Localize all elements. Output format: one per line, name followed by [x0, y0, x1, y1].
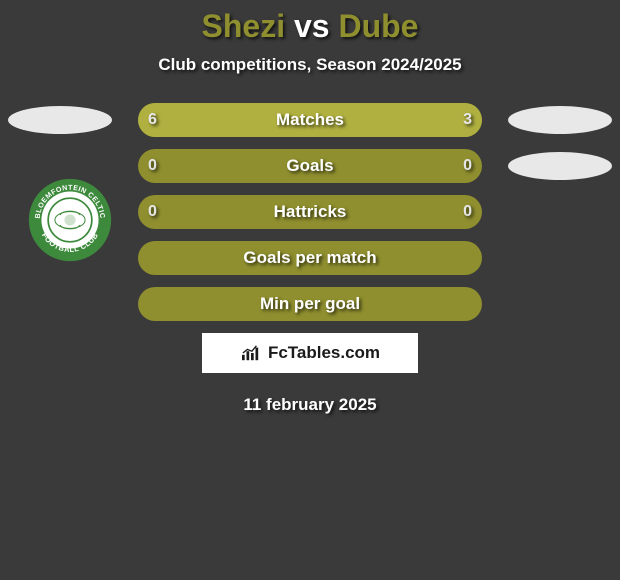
subtitle: Club competitions, Season 2024/2025 — [0, 55, 620, 75]
title-player2: Dube — [338, 8, 418, 44]
brand-text: FcTables.com — [268, 343, 380, 363]
stat-value-left: 0 — [148, 149, 157, 183]
stat-label: Min per goal — [138, 287, 482, 321]
stat-value-right: 0 — [463, 149, 472, 183]
stat-value-right: 0 — [463, 195, 472, 229]
stat-bar: Goals0 0 — [138, 149, 482, 183]
club-badge: BLOEMFONTEIN CELTIC FOOTBALL CLUB — [28, 178, 112, 262]
stat-bar: Goals per match — [138, 241, 482, 275]
stat-label: Goals — [138, 149, 482, 183]
title-vs: vs — [294, 8, 330, 44]
chart-icon — [240, 344, 262, 362]
stat-bar: Min per goal — [138, 287, 482, 321]
stat-label: Matches — [138, 103, 482, 137]
stat-value-right: 3 — [463, 103, 472, 137]
stat-value-left: 6 — [148, 103, 157, 137]
footer-date: 11 february 2025 — [0, 395, 620, 415]
stat-bar: Matches6 3 — [138, 103, 482, 137]
stat-label: Hattricks — [138, 195, 482, 229]
page-title: Shezi vs Dube — [0, 0, 620, 45]
stat-row: Min per goal — [0, 287, 620, 321]
brand-card[interactable]: FcTables.com — [202, 333, 418, 373]
comparison-widget: Shezi vs Dube Club competitions, Season … — [0, 0, 620, 580]
stat-label: Goals per match — [138, 241, 482, 275]
stat-value-left: 0 — [148, 195, 157, 229]
player1-avatar-placeholder — [8, 106, 112, 134]
stat-row: Matches6 3 — [0, 103, 620, 137]
player2-avatar-placeholder — [508, 152, 612, 180]
player2-avatar-placeholder — [508, 106, 612, 134]
title-player1: Shezi — [202, 8, 286, 44]
stat-bar: Hattricks0 0 — [138, 195, 482, 229]
